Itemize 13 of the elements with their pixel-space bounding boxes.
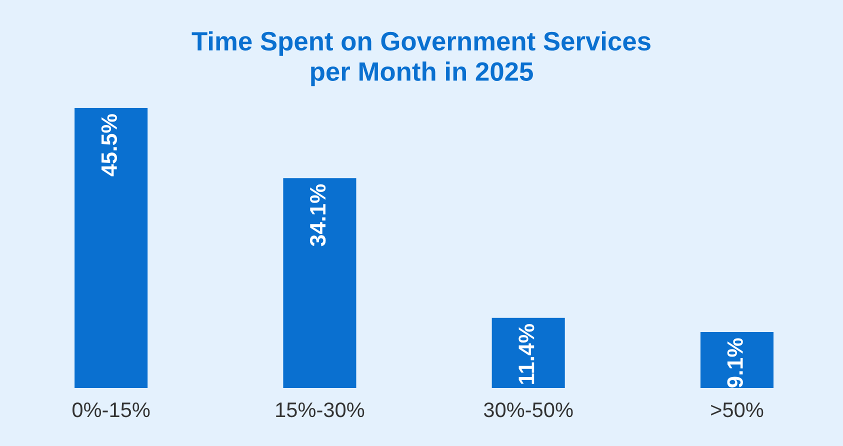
data-label: 45.5% [101,114,118,176]
data-label: 9.1% [727,338,743,388]
x-tick-label: 15%-30% [276,402,364,418]
data-label: 11.4% [518,324,534,384]
chart-title: Time Spent on Government Services per Month in 2025 [192,31,650,86]
bar [283,178,356,388]
x-tick-label: 30%-50% [484,402,573,418]
data-label: 34.1% [310,184,326,246]
x-tick-label: >50% [711,402,764,418]
bar [700,332,774,388]
x-tick-label: 0%-15% [72,402,150,418]
bar [492,318,565,388]
bar [74,108,148,388]
